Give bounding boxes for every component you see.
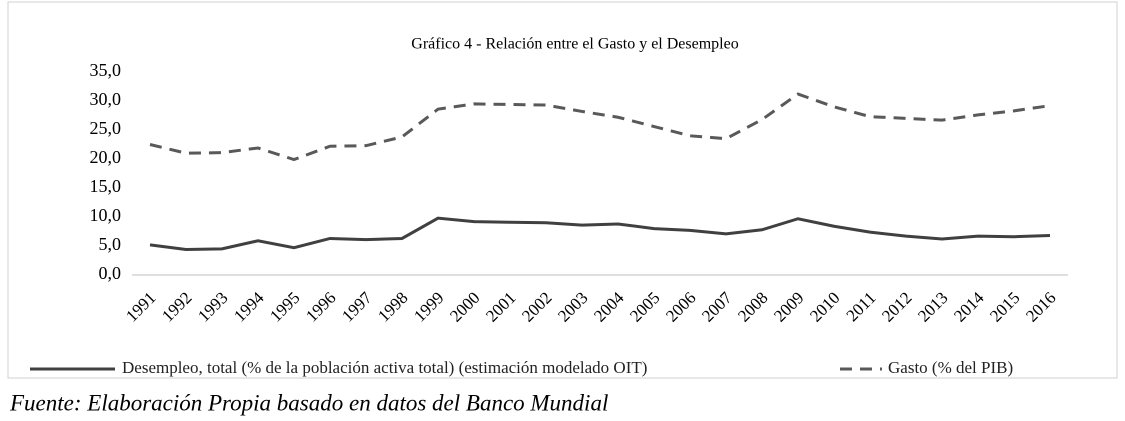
x-tick-label: 2003 [554,288,591,325]
x-tick-label: 1998 [374,288,411,325]
x-tick-label: 1991 [122,288,159,325]
x-tick-label: 2011 [843,288,880,325]
y-tick-label: 30,0 [90,89,122,109]
x-tick-label: 2007 [698,288,736,326]
x-tick-label: 2016 [1022,288,1059,325]
x-tick-label: 1997 [338,288,376,326]
x-tick-label: 2008 [734,288,771,325]
x-tick-label: 2005 [626,288,663,325]
x-tick-label: 1999 [410,288,447,325]
source-note: Fuente: Elaboración Propia basado en dat… [9,390,608,415]
x-tick-label: 2015 [986,288,1023,325]
y-tick-label: 20,0 [90,147,122,167]
x-tick-label: 1995 [266,288,303,325]
y-tick-label: 15,0 [90,176,122,196]
x-tick-label: 2014 [950,288,988,326]
y-tick-label: 35,0 [90,60,122,80]
x-tick-label: 1993 [194,288,231,325]
x-tick-label: 2009 [770,288,807,325]
line-series [149,216,1051,251]
x-tick-label: 2012 [878,288,915,325]
y-tick-label: 5,0 [99,234,122,254]
x-tick-label: 2001 [482,288,519,325]
x-tick-label: 2000 [446,288,483,325]
legend-label: Gasto (% del PIB) [888,358,1013,377]
x-tick-label: 2002 [518,288,555,325]
legend-label: Desempleo, total (% de la población acti… [122,358,647,377]
y-tick-label: 25,0 [90,118,122,138]
x-tick-label: 2013 [914,288,951,325]
y-tick-label: 10,0 [90,205,122,225]
x-tick-label: 1996 [302,288,339,325]
line-series [149,92,1051,162]
x-tick-label: 1994 [230,288,268,326]
x-tick-label: 1992 [158,288,195,325]
x-tick-label: 2006 [662,288,699,325]
x-tick-label: 2004 [590,288,628,326]
chart-title: Gráfico 4 - Relación entre el Gasto y el… [411,36,738,53]
y-tick-label: 0,0 [99,263,122,283]
chart-border [7,1,1118,379]
x-tick-label: 2010 [806,288,843,325]
